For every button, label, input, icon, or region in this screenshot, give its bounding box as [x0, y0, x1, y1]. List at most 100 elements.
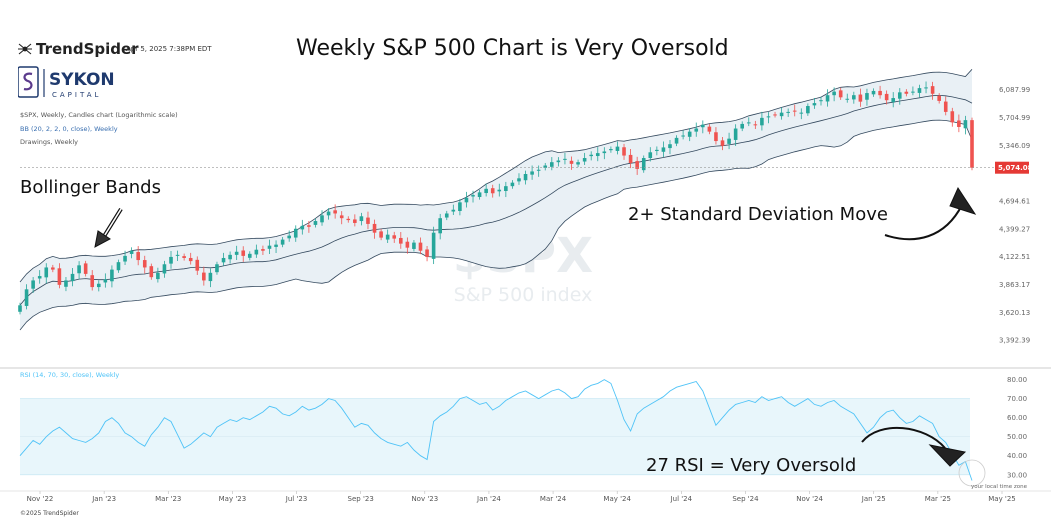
candle-body [773, 114, 777, 116]
sykon-name: SYKON [49, 70, 115, 90]
copyright: ©2025 TrendSpider [20, 510, 79, 517]
candle [169, 250, 173, 269]
candle-body [110, 269, 114, 282]
candle-body [937, 95, 941, 101]
candle [425, 246, 429, 262]
candle-body [897, 92, 902, 99]
candle-body [129, 250, 134, 254]
rsi-tick-label: 70.00 [1007, 395, 1027, 403]
candle-body [57, 268, 62, 285]
candle [753, 120, 758, 129]
candle [497, 183, 502, 197]
candle [372, 219, 377, 239]
candle-body [44, 267, 49, 278]
candle [57, 263, 62, 289]
candle-body [490, 188, 495, 194]
candle-body [727, 138, 731, 144]
candle-body [615, 146, 620, 151]
candle-body [746, 122, 751, 124]
candle-body [530, 171, 534, 175]
candle-body [582, 158, 587, 162]
candle [832, 87, 836, 102]
drawings-label[interactable]: Drawings, Weekly [20, 138, 79, 146]
candle [924, 81, 928, 94]
time-tick-label: Sep '24 [732, 495, 759, 503]
candle [274, 240, 278, 253]
candle-body [339, 215, 344, 219]
time-tick-label: Jul '24 [670, 495, 693, 503]
candle [550, 157, 554, 171]
candle-body [576, 162, 580, 165]
candle-body [353, 219, 357, 223]
candle [129, 247, 134, 259]
candle-body [484, 188, 488, 194]
rsi-panel[interactable]: RSI (14, 70, 30, close), Weekly 80.00 70.0… [0, 367, 1051, 490]
candle-body [753, 124, 758, 126]
candle-body [241, 250, 246, 256]
rsi-tick-label: 60.00 [1007, 414, 1027, 422]
price-axis: 6,087.99 5,704.99 5,346.09 4,694.61 4,399.27… [20, 86, 1033, 345]
candle-body [911, 91, 915, 93]
candle-body [589, 154, 593, 157]
candle [458, 198, 462, 216]
candle [320, 210, 324, 226]
candle-body [569, 160, 574, 164]
candle [484, 183, 488, 197]
last-price-label: 5,074.08 [998, 164, 1033, 172]
candle [444, 210, 449, 221]
candle [195, 256, 200, 275]
candle [655, 146, 659, 156]
candle-body [917, 88, 922, 93]
candle-body [149, 266, 154, 278]
candle [37, 270, 42, 284]
time-tick-label: Nov '24 [796, 495, 823, 503]
candle [208, 268, 213, 288]
candle [293, 225, 298, 242]
candle [727, 132, 731, 150]
candle-body [293, 228, 298, 238]
time-tick-label: Nov '23 [411, 495, 438, 503]
candle-body [464, 197, 469, 203]
candle [714, 127, 718, 145]
bb-indicator-label[interactable]: BB (20, 2, 2, 0, close), Weekly [20, 125, 118, 133]
time-tick-label: May '24 [603, 495, 631, 503]
candle [228, 251, 232, 264]
candle [891, 92, 896, 108]
candle [418, 237, 423, 255]
candle [806, 103, 810, 116]
candle-body [51, 267, 55, 270]
candle [635, 156, 639, 175]
candles[interactable] [18, 81, 974, 315]
price-tick-label: 4,122.51 [999, 253, 1030, 261]
candle [852, 91, 856, 104]
candle [339, 211, 344, 225]
candle [431, 226, 436, 265]
candle [845, 93, 850, 103]
candle [464, 191, 469, 208]
candle-body [307, 225, 311, 227]
candle [247, 251, 252, 261]
candle [451, 204, 456, 215]
candle-body [924, 87, 928, 89]
candle [576, 159, 580, 168]
candle [307, 220, 311, 233]
candle-body [234, 251, 239, 255]
candle-body [760, 117, 764, 126]
candle [438, 213, 442, 240]
candle [504, 181, 508, 198]
candle [261, 245, 265, 256]
candle [64, 277, 68, 292]
candle [878, 85, 882, 99]
candle-body [379, 231, 383, 238]
candle-body [628, 154, 633, 164]
candle-body [31, 280, 35, 289]
candle-body [852, 95, 856, 100]
candle-body [405, 241, 410, 248]
candle-body [799, 112, 804, 114]
candle [471, 190, 475, 203]
candle-body [904, 91, 909, 94]
candle [609, 146, 613, 153]
candle-body [681, 135, 685, 137]
sykon-sub: CAPITAL [52, 91, 101, 99]
